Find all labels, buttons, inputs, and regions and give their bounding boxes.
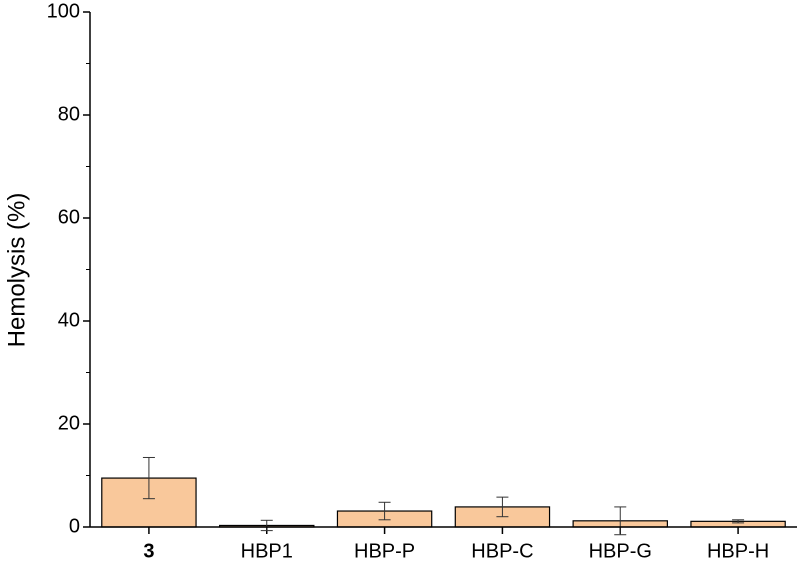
x-tick-label: 3 bbox=[143, 540, 154, 562]
x-tick-label: HBP1 bbox=[241, 540, 293, 562]
error-bar bbox=[260, 519, 273, 532]
error-bar bbox=[496, 496, 509, 518]
y-tick-label: 60 bbox=[58, 206, 80, 228]
x-tick-label: HBP-H bbox=[707, 540, 769, 562]
y-tick-label: 100 bbox=[47, 0, 80, 22]
error-bar bbox=[378, 501, 391, 521]
y-tick-label: 20 bbox=[58, 412, 80, 434]
error-bar bbox=[732, 519, 745, 524]
error-bar bbox=[142, 456, 155, 500]
x-tick-label: HBP-C bbox=[471, 540, 533, 562]
error-bar bbox=[614, 506, 627, 536]
x-tick-label: HBP-P bbox=[354, 540, 415, 562]
y-axis-label: Hemolysis (%) bbox=[3, 193, 30, 348]
x-tick-label: HBP-G bbox=[589, 540, 652, 562]
y-tick-label: 80 bbox=[58, 103, 80, 125]
y-tick-label: 0 bbox=[69, 515, 80, 537]
y-tick-label: 40 bbox=[58, 309, 80, 331]
